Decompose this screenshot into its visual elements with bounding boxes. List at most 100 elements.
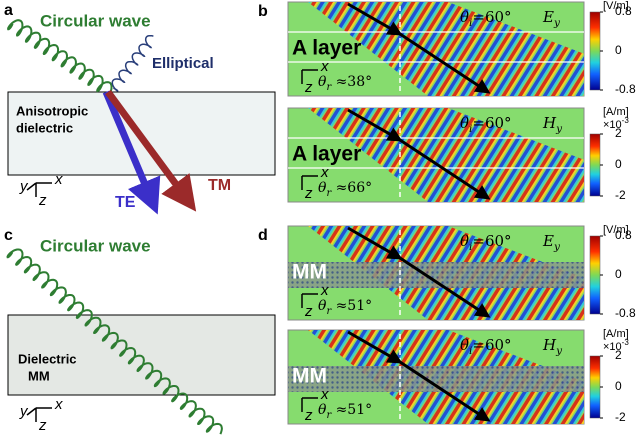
symbol: θ [318, 180, 327, 196]
incident-ray [347, 2, 403, 36]
symbol: θ [460, 114, 469, 132]
axis-label: x [320, 164, 329, 181]
te-beam [102, 90, 161, 215]
colorbar-tick-label: 0 [615, 157, 622, 171]
scale-exp: -3 [622, 116, 630, 125]
colorbar-tick-label: 0 [615, 267, 622, 281]
symbol: θ [318, 298, 327, 314]
symbol-value: =60° [472, 8, 511, 26]
field-stripes [308, 108, 584, 202]
colorbar-unit: [V/m] [603, 224, 629, 236]
layer-label: A layer [292, 143, 361, 166]
axis-label: x [54, 171, 63, 188]
mm-layer [288, 262, 584, 288]
axis-label: z [38, 192, 47, 209]
symbol-label: θr ≈66° [318, 180, 372, 199]
symbol: θ [318, 74, 327, 90]
subscript: r [326, 410, 332, 421]
axis-label: y [19, 178, 29, 195]
incident-ray [347, 330, 403, 364]
axis-label: y [19, 403, 29, 420]
symbol-label: Ey [542, 8, 561, 29]
symbol-value: ≈66° [331, 180, 372, 196]
refracted-ray [399, 32, 491, 94]
symbol: E [542, 8, 554, 26]
symbol-label: θr ≈51° [318, 402, 372, 421]
panel-label: d [258, 227, 268, 244]
symbol-value: =60° [472, 114, 511, 132]
beam-label: TM [208, 177, 231, 194]
axes-icon [301, 293, 318, 308]
colorbar-scale: ×10-3 [603, 338, 629, 353]
symbol-label: Hy [542, 336, 563, 357]
panel-label: a [4, 2, 13, 19]
symbol: θ [460, 8, 469, 26]
colorbar-unit: [A/m] [603, 106, 629, 118]
subscript: r [326, 82, 332, 93]
scale-exp: -3 [622, 338, 630, 347]
layer-label: MM [292, 365, 327, 388]
symbol-label: θi=60° [460, 232, 512, 253]
panel-label: b [258, 3, 268, 20]
axes-icon [301, 69, 318, 84]
axis-label: z [304, 303, 313, 320]
symbol-value: ≈51° [331, 298, 372, 314]
tm-beam [105, 89, 197, 212]
subscript: y [555, 345, 563, 357]
subscript: y [553, 241, 561, 253]
subscript: i [469, 123, 472, 135]
medium-label: Anisotropic [16, 103, 88, 118]
axis-label: z [304, 79, 313, 96]
symbol-value: =60° [472, 336, 511, 354]
symbol: H [542, 114, 557, 132]
colorbar [589, 355, 601, 419]
colorbar-tick-label: 2 [615, 348, 622, 362]
wave-coil [7, 19, 113, 93]
scale-base: ×10 [603, 119, 622, 131]
axis-label: x [320, 58, 329, 75]
colorbar-tick-label: 0.8 [615, 4, 632, 18]
reflected-label: Elliptical [152, 55, 214, 72]
colorbar [589, 133, 601, 197]
axis-label: x [320, 282, 329, 299]
layer-label: A layer [292, 37, 361, 60]
subscript: r [326, 188, 332, 199]
axes-icon [301, 397, 318, 412]
colorbar-tick-label: -2 [615, 188, 626, 202]
medium-label: dielectric [16, 120, 73, 135]
symbol-label: θr ≈51° [318, 298, 372, 317]
subscript: i [469, 17, 472, 29]
symbol-label: θr ≈38° [318, 74, 372, 93]
axis-label: x [320, 386, 329, 403]
symbol: H [542, 336, 557, 354]
axes-icon [26, 182, 52, 197]
field-stripes [308, 2, 584, 96]
symbol: E [542, 232, 554, 250]
colorbar [589, 235, 601, 315]
medium-label: Dielectric [18, 351, 77, 366]
colorbar-tick-label: -0.8 [615, 82, 636, 96]
subscript: r [326, 306, 332, 317]
wave-label: Circular wave [40, 11, 151, 30]
refracted-ray [399, 138, 491, 200]
axis-label: z [304, 407, 313, 424]
colorbar [589, 11, 601, 91]
medium-label: MM [28, 368, 50, 383]
colorbar-unit: [V/m] [603, 0, 629, 12]
axes-icon [26, 407, 52, 422]
symbol-label: Hy [542, 114, 563, 135]
symbol-value: ≈51° [331, 402, 372, 418]
wave-coil [6, 248, 223, 435]
colorbar-tick-label: 0.8 [615, 228, 632, 242]
symbol-label: θi=60° [460, 8, 512, 29]
scale-base: ×10 [603, 341, 622, 353]
symbol-value: =60° [472, 232, 511, 250]
subscript: y [555, 123, 563, 135]
symbol: θ [460, 336, 469, 354]
mm-layer [288, 366, 584, 392]
incident-ray [347, 226, 403, 260]
symbol: θ [318, 402, 327, 418]
axis-label: x [54, 396, 63, 413]
incident-ray [347, 108, 403, 142]
